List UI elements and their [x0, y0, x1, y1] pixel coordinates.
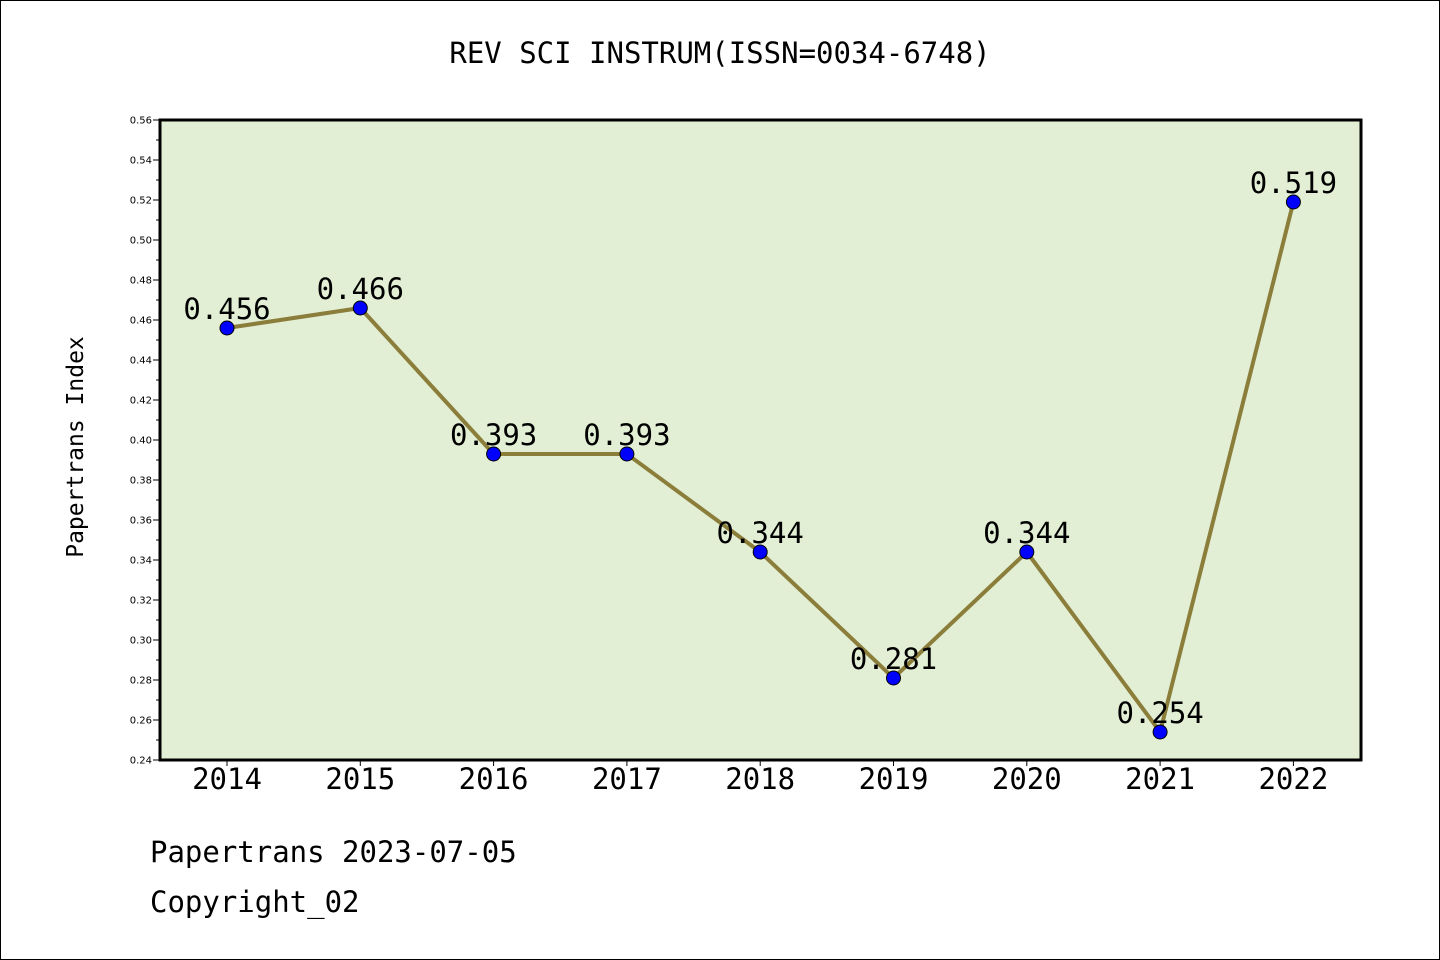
y-tick-label: 0.32: [130, 596, 152, 607]
y-tick-label: 0.38: [130, 476, 152, 487]
y-tick-label: 0.34: [130, 556, 152, 567]
data-label: 0.344: [717, 516, 804, 550]
y-tick-label: 0.54: [130, 156, 152, 167]
x-tick-label: 2019: [859, 762, 929, 796]
y-tick-label: 0.40: [130, 436, 152, 447]
y-tick-label: 0.48: [130, 276, 152, 287]
data-point: [219, 320, 235, 336]
y-tick-label: 0.36: [130, 516, 152, 527]
data-point: [352, 300, 368, 316]
y-tick-label: 0.28: [130, 676, 152, 687]
data-point: [486, 446, 502, 462]
y-tick-label: 0.26: [130, 716, 152, 727]
data-label: 0.393: [583, 418, 670, 452]
data-label: 0.456: [183, 292, 270, 326]
data-point: [619, 446, 635, 462]
data-label: 0.254: [1116, 696, 1203, 730]
footer-copyright: Copyright_02: [150, 885, 360, 919]
y-tick-label: 0.44: [130, 356, 152, 367]
plot-area: [160, 120, 1361, 760]
x-tick-label: 2022: [1258, 762, 1328, 796]
data-label: 0.344: [983, 516, 1070, 550]
plot-border: [158, 118, 1363, 762]
data-label: 0.466: [317, 272, 404, 306]
data-point: [1152, 724, 1168, 740]
y-tick-label: 0.42: [130, 396, 152, 407]
data-label: 0.281: [850, 642, 937, 676]
x-tick-label: 2016: [459, 762, 529, 796]
data-label: 0.393: [450, 418, 537, 452]
x-tick-label: 2014: [192, 762, 262, 796]
data-point: [752, 544, 768, 560]
data-point: [1019, 544, 1035, 560]
chart-title: REV SCI INSTRUM(ISSN=0034-6748): [449, 36, 991, 70]
y-tick-label: 0.24: [130, 756, 152, 767]
y-tick-label: 0.46: [130, 316, 152, 327]
y-tick-label: 0.50: [130, 236, 152, 247]
data-label: 0.519: [1250, 166, 1337, 200]
x-tick-label: 2018: [725, 762, 795, 796]
x-tick-label: 2020: [992, 762, 1062, 796]
x-tick-label: 2017: [592, 762, 662, 796]
footer-date: Papertrans 2023-07-05: [150, 835, 517, 869]
data-point: [886, 670, 901, 686]
data-point: [1285, 194, 1301, 210]
y-tick-label: 0.52: [130, 196, 152, 207]
x-tick-label: 2015: [325, 762, 395, 796]
y-tick-label: 0.56: [130, 116, 152, 127]
y-tick-label: 0.30: [130, 636, 152, 647]
x-tick-label: 2021: [1125, 762, 1195, 796]
